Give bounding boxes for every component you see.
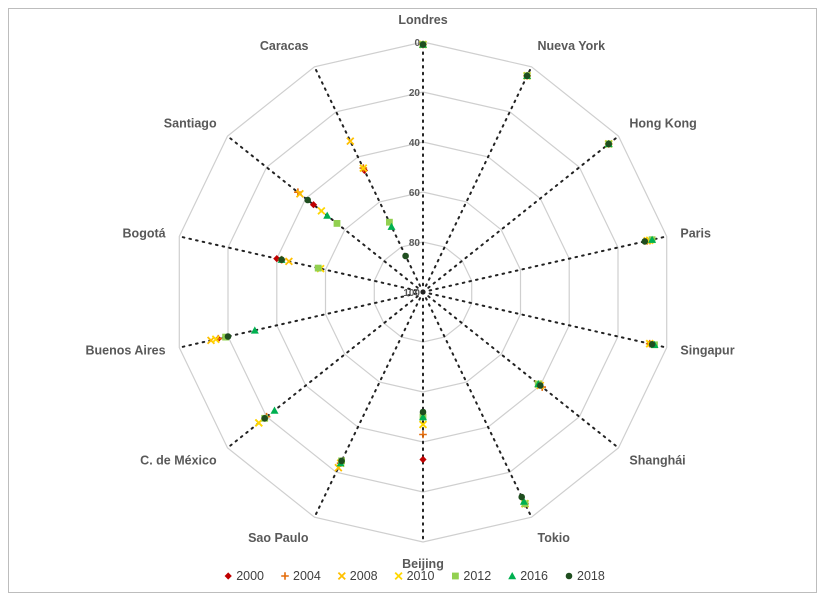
spoke-9 (226, 291, 424, 449)
category-label: Bogotá (123, 226, 166, 240)
data-point-2018-1 (523, 72, 531, 80)
data-point-2000-12 (309, 201, 318, 209)
spoke-2 (422, 135, 620, 293)
data-point-2018-4 (648, 341, 656, 348)
data-point-2018-6 (518, 493, 525, 501)
data-point-2016-6 (519, 497, 528, 505)
data-point-2000-7 (419, 455, 427, 464)
data-point-2016-9 (270, 406, 279, 414)
spoke-3 (422, 235, 668, 293)
tick-label-40: 40 (409, 138, 421, 149)
legend-item-2000: 2000 (224, 569, 264, 583)
data-point-2012-13 (386, 218, 393, 226)
legend-item-2004: 2004 (281, 569, 321, 583)
spoke-1 (422, 65, 533, 293)
category-label: Caracas (260, 39, 309, 53)
data-markers (206, 40, 659, 508)
data-point-2010-10 (211, 335, 220, 344)
data-point-2016-3 (648, 235, 657, 243)
spoke-6 (422, 291, 533, 519)
spoke-12 (226, 135, 424, 293)
data-point-2018-5 (537, 382, 544, 389)
radius-tick-labels: 0 20 40 60 80 100 (403, 38, 420, 299)
tick-label-100: 100 (403, 288, 420, 299)
data-point-2018-12 (304, 196, 312, 204)
legend-marker (565, 572, 573, 580)
spoke-4 (422, 291, 668, 349)
grid-ring-20 (227, 91, 619, 493)
legend-label: 2004 (293, 569, 321, 583)
tick-label-80: 80 (409, 238, 421, 249)
category-label: Santiago (164, 116, 217, 130)
data-point-2018-11 (278, 256, 285, 264)
category-label: Londres (398, 13, 447, 27)
data-point-2018-7 (419, 408, 427, 416)
tick-label-0: 0 (414, 38, 420, 49)
category-label: Tokio (538, 531, 571, 545)
data-point-2012-12 (333, 220, 341, 227)
data-point-2018-10 (224, 333, 232, 340)
category-label: Shanghái (629, 454, 685, 468)
legend-item-2010: 2010 (394, 569, 435, 583)
legend-label: 2016 (520, 569, 548, 583)
data-point-2016-10 (250, 326, 259, 334)
data-point-2016-12 (323, 211, 332, 219)
data-point-2010-7 (418, 420, 428, 429)
category-label: Nueva York (538, 39, 606, 53)
legend-marker (281, 572, 289, 580)
data-point-2018-13 (402, 252, 409, 260)
data-point-2016-13 (387, 222, 396, 230)
legend-item-2012: 2012 (452, 569, 491, 583)
data-point-2008-12 (295, 189, 304, 198)
data-point-2008-11 (284, 257, 293, 266)
data-point-2018-2 (605, 140, 612, 148)
series-2004 (214, 40, 654, 508)
legend-label: 2012 (463, 569, 491, 583)
data-point-2018-0 (419, 41, 427, 48)
data-point-2008-13 (346, 137, 355, 146)
category-label: Singapur (680, 344, 734, 358)
data-point-2010-13 (359, 164, 368, 173)
data-point-2012-11 (314, 264, 322, 272)
spoke-5 (422, 291, 620, 449)
spoke-10 (178, 291, 424, 349)
grid-ring-60 (324, 191, 522, 393)
grid-ring-0 (178, 41, 668, 543)
category-label: Beijing (402, 557, 444, 571)
category-label: Buenos Aires (85, 344, 165, 358)
data-point-2004-7 (419, 430, 427, 439)
data-point-2000-11 (273, 255, 281, 263)
legend-label: 2000 (236, 569, 264, 583)
category-label: Sao Paulo (248, 531, 309, 545)
series-2018 (224, 41, 656, 501)
data-point-2018-3 (641, 238, 649, 245)
category-label: C. de México (140, 454, 217, 468)
category-label: Hong Kong (629, 116, 696, 130)
legend-label: 2018 (577, 569, 605, 583)
legend-item-2016: 2016 (508, 569, 548, 583)
legend-marker (394, 571, 403, 581)
legend: 2000 2004 2008 2010 2012 2016 2018 (224, 569, 605, 583)
series-2012 (222, 41, 658, 508)
legend-item-2008: 2008 (337, 569, 378, 583)
spoke-11 (178, 235, 424, 293)
legend-marker (508, 572, 517, 580)
category-labels: Londres Nueva York Hong Kong Paris Singapur S… (85, 13, 734, 571)
data-point-2010-9 (254, 418, 263, 427)
data-point-2010-12 (317, 206, 326, 215)
category-label: Paris (680, 226, 711, 240)
legend-label: 2008 (350, 569, 378, 583)
data-point-2018-9 (261, 415, 269, 422)
data-point-2018-8 (338, 457, 345, 465)
tick-label-20: 20 (409, 88, 421, 99)
tick-label-60: 60 (409, 188, 421, 199)
legend-label: 2010 (407, 569, 435, 583)
legend-marker (224, 572, 232, 580)
data-point-2016-7 (419, 413, 427, 421)
legend-item-2018: 2018 (565, 569, 605, 583)
legend-marker (452, 572, 459, 580)
legend-marker (337, 571, 346, 581)
spoke-8 (313, 291, 424, 519)
